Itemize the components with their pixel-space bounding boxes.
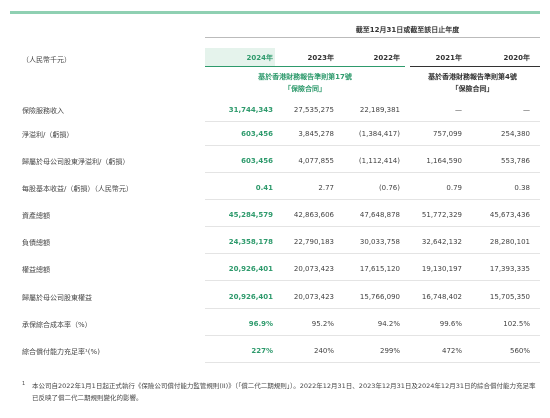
standard-line: 基於香港財務報告準則第4號	[428, 73, 517, 81]
standard-line: 「保險合同」	[451, 85, 494, 93]
cell: 95.2%	[311, 320, 334, 328]
row-label: 綜合償付能力充足率¹(%)	[22, 348, 100, 356]
cell: 99.6%	[439, 320, 462, 328]
cell: 299%	[379, 347, 400, 355]
cell: 51,772,329	[421, 211, 462, 219]
cell: 22,189,381	[359, 106, 400, 114]
year: 2024年	[246, 54, 273, 62]
year: 2020年	[503, 54, 530, 62]
row-label: 資產總額	[22, 212, 50, 220]
row-rule	[205, 145, 540, 146]
cell: 4,077,855	[298, 157, 334, 165]
cell: 472%	[441, 347, 462, 355]
standard-line: 基於香港財務報告準則第17號	[258, 73, 352, 81]
row-label: 權益總額	[22, 266, 50, 274]
cell: 3,845,278	[298, 130, 334, 138]
cell: 42,863,606	[293, 211, 334, 219]
cell: (1,384,417)	[358, 130, 400, 138]
row-rule	[205, 226, 540, 227]
row-rule	[205, 335, 540, 336]
row-rule	[205, 308, 540, 309]
standard: 基於香港財務報告準則第17號 「保險合同」	[205, 71, 405, 95]
row-label: 承保綜合成本率（%）	[22, 321, 92, 329]
cell: 15,705,350	[489, 293, 530, 301]
cell: 96.9%	[248, 320, 273, 328]
cell: 20,073,423	[293, 293, 334, 301]
row-label: 保險服務收入	[22, 107, 64, 115]
cell: 30,033,758	[359, 238, 400, 246]
row-label: 負債總額	[22, 239, 50, 247]
rule	[205, 37, 540, 38]
year: 2022年	[373, 54, 400, 62]
cell: —	[455, 106, 462, 114]
cell: 240%	[313, 347, 334, 355]
cell: 254,380	[501, 130, 530, 138]
cell: 22,790,183	[293, 238, 334, 246]
cell: 603,456	[241, 157, 273, 165]
cell: 20,926,401	[228, 293, 273, 301]
cell: 757,099	[433, 130, 462, 138]
standard: 基於香港財務報告準則第4號 「保險合同」	[405, 71, 540, 95]
row-rule	[205, 362, 540, 363]
cell: 45,673,436	[489, 211, 530, 219]
cell: (1,112,414)	[358, 157, 400, 165]
cell: 0.41	[255, 184, 273, 192]
cell: 553,786	[501, 157, 530, 165]
cell: 2.77	[318, 184, 334, 192]
cell: 16,748,402	[421, 293, 462, 301]
cell: 24,358,178	[228, 238, 273, 246]
cell: 47,648,878	[359, 211, 400, 219]
cell: 17,615,120	[359, 265, 400, 273]
cell: 15,766,090	[359, 293, 400, 301]
highlight	[205, 48, 275, 66]
cell: 31,744,343	[228, 106, 273, 114]
cell: 27,535,275	[293, 106, 334, 114]
row-rule	[205, 280, 540, 281]
cell: 19,130,197	[421, 265, 462, 273]
rule	[410, 66, 540, 67]
year: 2023年	[307, 54, 334, 62]
footnote: 本公司自2022年1月1日起正式執行《保險公司償付能力監管規則(II)》（「償二…	[32, 382, 536, 402]
row-rule	[205, 121, 540, 122]
row-label: 歸屬於母公司股東權益	[22, 294, 92, 302]
cell: 20,073,423	[293, 265, 334, 273]
cell: 20,926,401	[228, 265, 273, 273]
cell: 603,456	[241, 130, 273, 138]
period: 截至12月31日或截至該日止年度	[355, 26, 460, 34]
cell: 28,280,101	[489, 238, 530, 246]
cell: 0.79	[446, 184, 462, 192]
row-label: 淨溢利/（虧損）	[22, 131, 74, 139]
year: 2021年	[435, 54, 462, 62]
row-rule	[205, 199, 540, 200]
cell: (0.76)	[378, 184, 400, 192]
cell: 102.5%	[503, 320, 530, 328]
cell: 0.38	[514, 184, 530, 192]
cell: 1,164,590	[426, 157, 462, 165]
cell: —	[523, 106, 530, 114]
cell: 32,642,132	[421, 238, 462, 246]
cell: 94.2%	[377, 320, 400, 328]
unit: （人民幣千元）	[22, 56, 71, 64]
standard-line: 「保險合同」	[284, 85, 326, 93]
row-rule	[205, 172, 540, 173]
cell: 560%	[509, 347, 530, 355]
row-label: 每股基本收益/（虧損）（人民幣元）	[22, 185, 133, 193]
cell: 45,284,579	[228, 211, 273, 219]
row-label: 歸屬於母公司股東淨溢利/（虧損）	[22, 158, 130, 166]
rule	[205, 66, 405, 67]
cell: 227%	[251, 347, 273, 355]
row-rule	[205, 253, 540, 254]
cell: 17,393,335	[489, 265, 530, 273]
top-rule	[10, 11, 540, 14]
footnote-marker: 1	[22, 381, 26, 387]
